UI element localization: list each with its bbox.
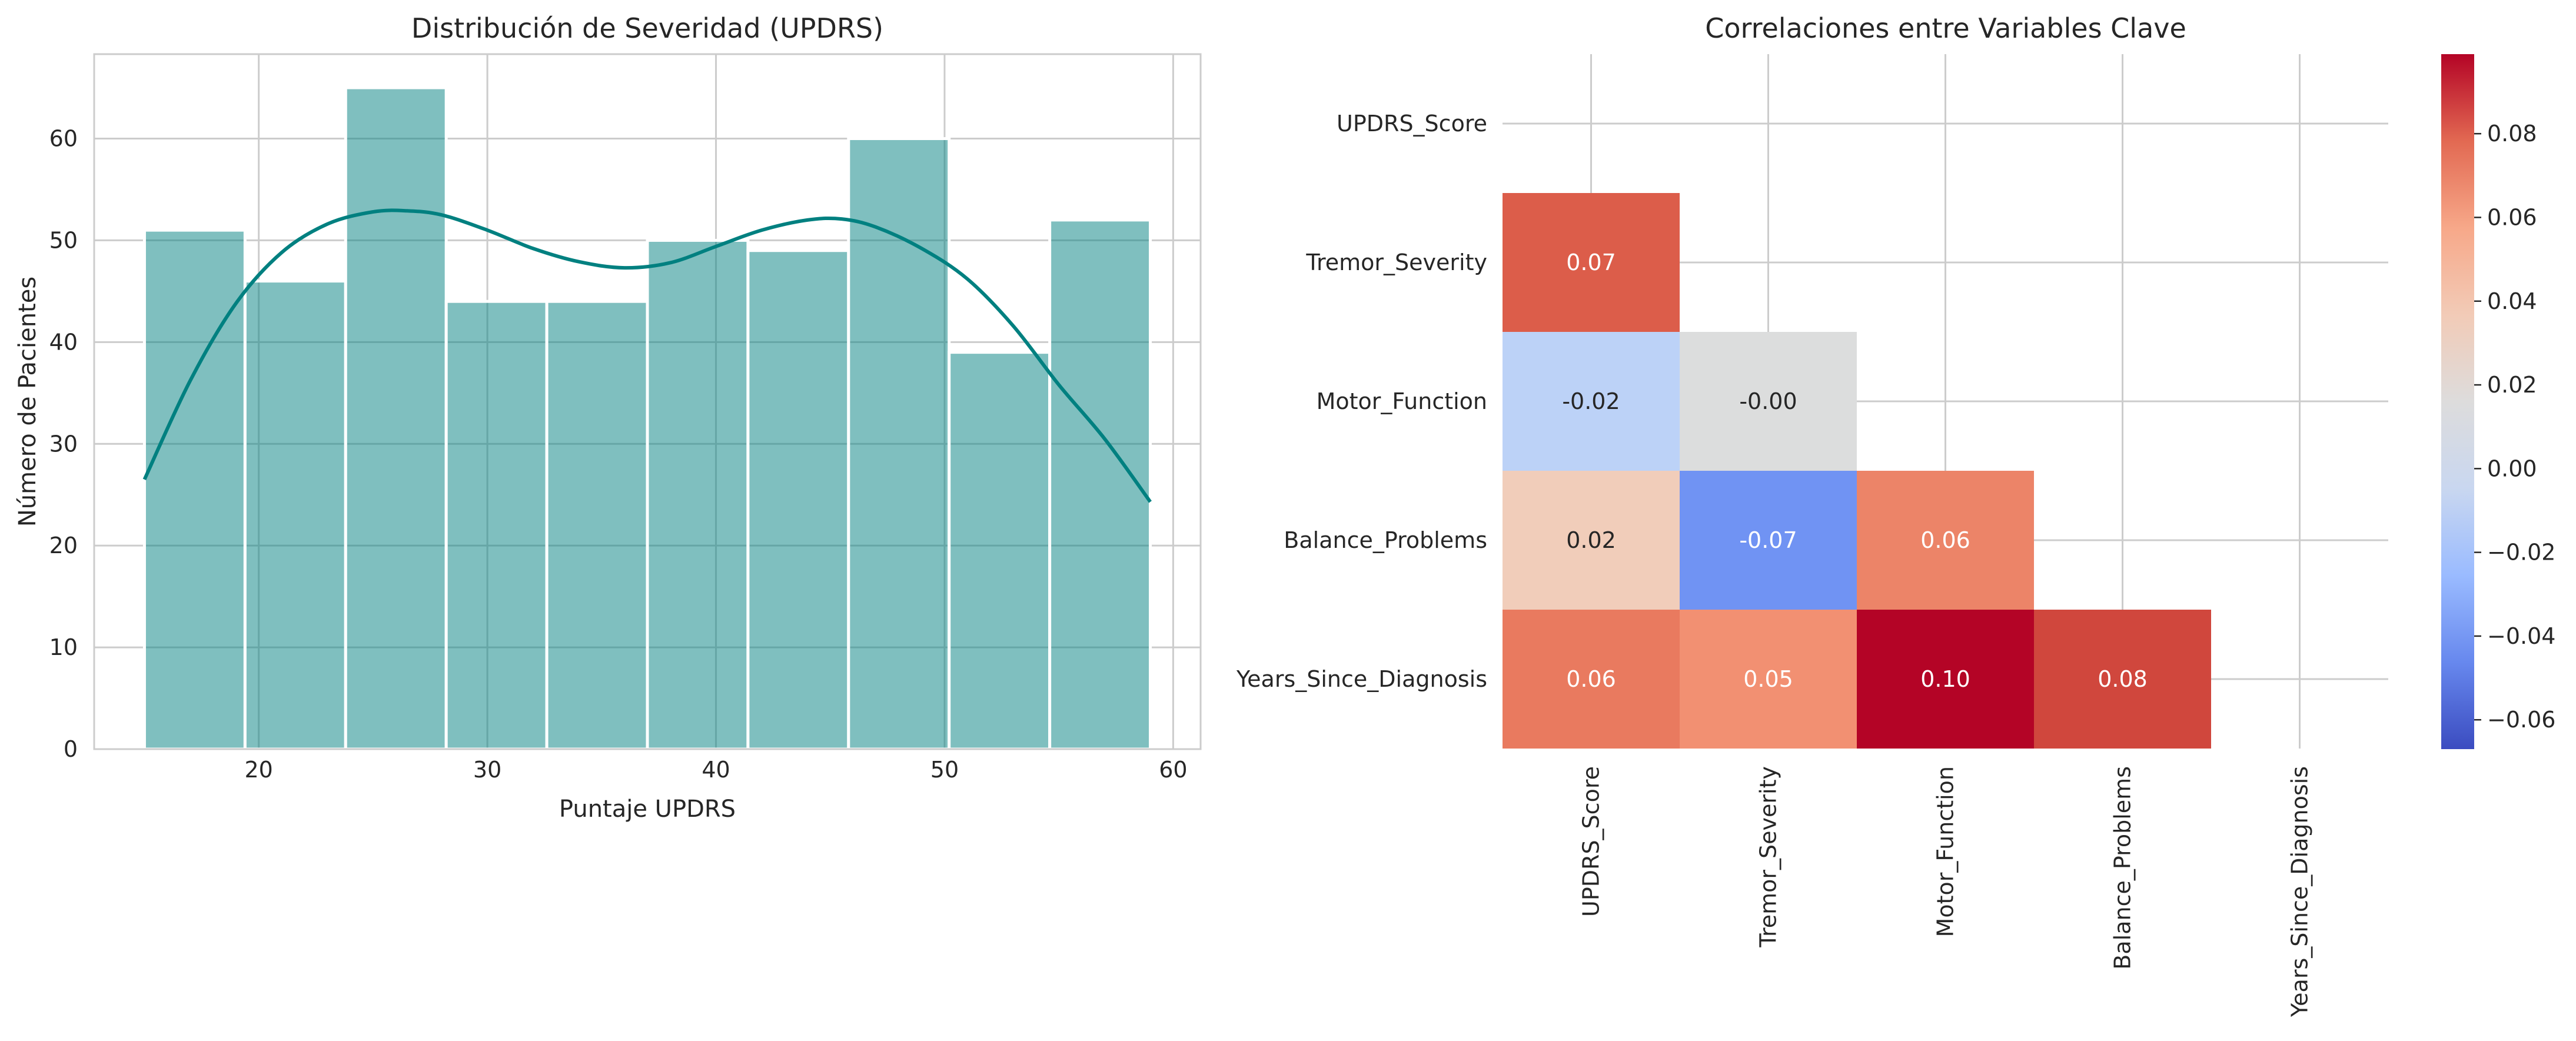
hist-y-tick-label: 30 — [49, 431, 78, 457]
heat-cell-label: 0.06 — [1920, 527, 1970, 553]
heat-cell-label: -0.02 — [1562, 388, 1620, 414]
heatmap-panel: 0.07 -0.02 -0.00 0.02 -0.07 0.06 0.06 0.05 0.10 0… — [1236, 12, 2388, 1017]
heat-row-label: Balance_Problems — [1284, 527, 1487, 553]
colorbar-tick-label: 0.02 — [2487, 372, 2537, 398]
colorbar-tick-label: −0.06 — [2487, 707, 2555, 733]
heat-cell — [1680, 471, 1857, 610]
heat-col-label: Tremor_Severity — [1756, 766, 1781, 948]
hist-x-tick-label: 30 — [473, 757, 501, 783]
hist-y-tick-label: 60 — [49, 126, 78, 152]
heat-cell — [1503, 471, 1680, 610]
hist-y-tick-label: 40 — [49, 329, 78, 355]
heat-col-label: Balance_Problems — [2110, 766, 2136, 970]
heat-row-label: Motor_Function — [1317, 388, 1487, 414]
hist-x-axis-label: Puntaje UPDRS — [559, 796, 736, 823]
colorbar-panel: −0.06 −0.04 −0.02 0.00 0.02 0.04 0.06 0.08 — [2441, 54, 2555, 749]
heat-cell-label: 0.02 — [1566, 527, 1616, 553]
heat-col-label: Motor_Function — [1933, 766, 1959, 937]
colorbar-tick-label: 0.04 — [2487, 288, 2537, 314]
hist-bar — [746, 249, 850, 751]
hist-y-tick-label: 10 — [49, 634, 78, 660]
hist-bar — [646, 238, 750, 751]
hist-bar — [545, 300, 649, 751]
heat-cell-label: -0.00 — [1739, 388, 1797, 414]
hist-y-tick-label: 20 — [49, 533, 78, 558]
hist-title: Distribución de Severidad (UPDRS) — [411, 12, 883, 44]
hist-bar — [1048, 218, 1152, 751]
heat-title: Correlaciones entre Variables Clave — [1705, 12, 2186, 44]
heat-cell-label: 0.07 — [1566, 250, 1616, 275]
hist-axes-frame — [93, 53, 1202, 750]
hist-x-tick-label: 60 — [1159, 757, 1187, 783]
colorbar-tick-label: 0.00 — [2487, 455, 2537, 481]
heat-cell-label: -0.07 — [1739, 527, 1797, 553]
hist-y-axis-label: Número de Pacientes — [14, 277, 41, 527]
heat-cell-label: 0.05 — [1743, 666, 1793, 692]
hist-bar — [948, 351, 1052, 751]
colorbar-tick-label: −0.02 — [2487, 540, 2555, 566]
colorbar-tick-label: 0.06 — [2487, 204, 2537, 230]
hist-x-tick-label: 40 — [702, 757, 730, 783]
heat-cell — [2034, 610, 2211, 749]
kde-line — [142, 208, 1152, 503]
histogram-panel: 20 30 40 50 60 0 10 20 30 40 50 60 Distribución de S… — [14, 12, 1202, 823]
heat-cell — [1680, 332, 1857, 471]
hist-x-tick-label: 50 — [930, 757, 959, 783]
colorbar — [2441, 54, 2474, 749]
heat-cell-label: 0.10 — [1920, 666, 1970, 692]
heat-cell — [1503, 610, 1680, 749]
heat-cell — [1857, 471, 2034, 610]
hist-bar — [847, 137, 951, 751]
heat-col-label: UPDRS_Score — [1578, 766, 1604, 917]
hist-bar — [243, 280, 347, 751]
hist-bar — [344, 86, 448, 751]
hist-x-tick-label: 20 — [244, 757, 272, 783]
colorbar-tick-label: −0.04 — [2487, 623, 2555, 649]
heat-cell-label: 0.06 — [1566, 666, 1616, 692]
heat-cell — [1503, 193, 1680, 332]
colorbar-tick-label: 0.08 — [2487, 121, 2537, 147]
heat-row-label: Tremor_Severity — [1305, 250, 1487, 275]
hist-y-tick-label: 50 — [49, 227, 78, 253]
heat-cell-label: 0.08 — [2098, 666, 2148, 692]
hist-bar — [444, 300, 549, 751]
hist-bar — [142, 228, 247, 751]
heat-cell — [1503, 332, 1680, 471]
heat-row-label: UPDRS_Score — [1337, 111, 1487, 137]
heat-cell — [1857, 610, 2034, 749]
hist-y-tick-label: 0 — [64, 736, 78, 762]
heat-row-label: Years_Since_Diagnosis — [1236, 666, 1487, 692]
heat-cell — [1680, 610, 1857, 749]
heat-col-label: Years_Since_Diagnosis — [2287, 766, 2313, 1017]
